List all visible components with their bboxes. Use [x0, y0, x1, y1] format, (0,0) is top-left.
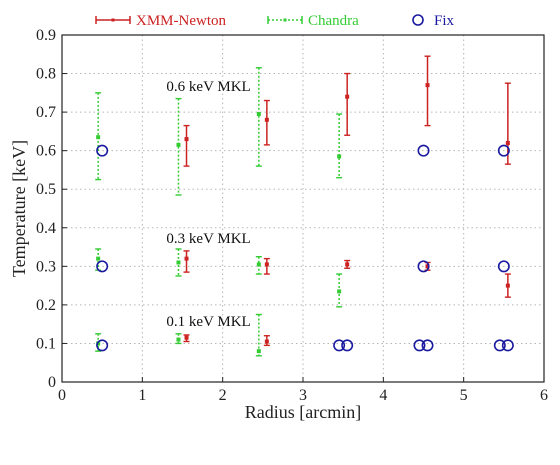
data-point	[264, 262, 269, 267]
y-tick-label: 0.7	[36, 104, 56, 121]
fix-point	[341, 339, 354, 352]
legend-item: XMM-Newton	[95, 13, 226, 29]
y-tick-label: 0.5	[36, 181, 56, 198]
axis-ticks: 0 1 2 3 4 5 6 0 0.1 0.2 0.3 0.4 0.5 0.6 0.7 0.8 0.9	[36, 27, 548, 404]
fix-point	[497, 260, 510, 273]
data-point	[337, 154, 342, 159]
data-point	[184, 137, 189, 142]
data-point	[184, 335, 189, 340]
data-point	[505, 140, 510, 145]
series-xmm-newton	[183, 55, 511, 347]
mkl-annotation: 0.1 keV MKL	[166, 314, 250, 330]
y-tick-label: 0.8	[36, 66, 56, 83]
x-tick-label: 3	[299, 387, 307, 404]
data-point	[425, 83, 430, 88]
legend-swatch	[412, 14, 424, 26]
series-fix	[96, 144, 514, 352]
x-axis-title: Radius [arcmin]	[245, 402, 361, 422]
legend-swatch-marker	[283, 18, 287, 22]
x-tick-label: 2	[219, 387, 227, 404]
data-point	[176, 260, 181, 265]
y-tick-label: 0.3	[36, 258, 56, 275]
data-point	[176, 337, 181, 342]
series	[95, 55, 514, 357]
data-point	[256, 112, 261, 117]
fix-point	[497, 144, 510, 157]
y-tick-label: 0	[48, 374, 56, 391]
x-tick-label: 5	[460, 387, 468, 404]
fix-point	[96, 144, 109, 157]
mkl-annotation: 0.3 keV MKL	[166, 231, 250, 247]
data-point	[184, 256, 189, 261]
fix-point	[413, 339, 426, 352]
legend-item: Fix	[412, 13, 455, 29]
legend-label: XMM-Newton	[136, 13, 226, 29]
data-point	[345, 262, 350, 267]
data-point	[256, 262, 261, 267]
fix-point	[333, 339, 346, 352]
data-point	[337, 289, 342, 294]
y-axis-title: Temperature [keV]	[9, 140, 29, 277]
fix-point	[493, 339, 506, 352]
data-point	[264, 339, 269, 344]
fix-point	[501, 339, 514, 352]
series-chandra	[95, 67, 343, 357]
fix-point	[417, 260, 430, 273]
y-tick-label: 0.1	[36, 335, 56, 352]
x-tick-label: 1	[138, 387, 146, 404]
legend-label: Fix	[434, 13, 455, 29]
y-tick-label: 0.6	[36, 143, 56, 160]
fix-point	[96, 339, 109, 352]
fix-point	[421, 339, 434, 352]
legend-item: Chandra	[267, 13, 359, 29]
annotations: 0.6 keV MKL 0.3 keV MKL 0.1 keV MKL	[166, 79, 250, 330]
data-point	[505, 283, 510, 288]
y-tick-label: 0.9	[36, 27, 56, 44]
plot-frame	[61, 34, 545, 383]
legend-label: Chandra	[308, 13, 359, 29]
grid	[61, 34, 545, 383]
data-point	[345, 94, 350, 99]
fix-point	[96, 260, 109, 273]
x-tick-label: 0	[58, 387, 66, 404]
x-tick-label: 6	[540, 387, 548, 404]
legend: XMM-Newton Chandra Fix	[95, 13, 455, 29]
fix-point	[417, 144, 430, 157]
data-point	[96, 256, 101, 261]
x-tick-label: 4	[379, 387, 387, 404]
mkl-annotation: 0.6 keV MKL	[166, 79, 250, 95]
y-tick-label: 0.2	[36, 297, 56, 314]
data-point	[425, 264, 430, 269]
data-point	[176, 142, 181, 147]
data-point	[256, 349, 261, 354]
data-point	[264, 117, 269, 122]
legend-swatch-marker	[111, 18, 115, 22]
data-point	[96, 135, 101, 140]
y-tick-label: 0.4	[36, 220, 56, 237]
